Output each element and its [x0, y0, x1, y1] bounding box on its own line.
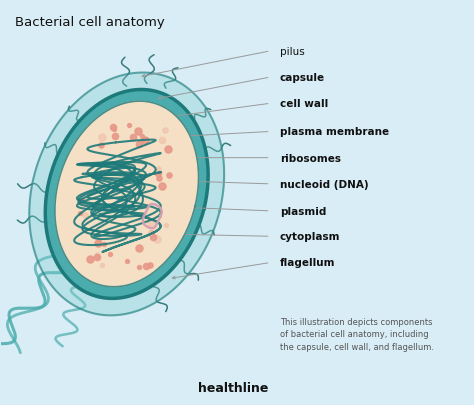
Text: Bacterial cell anatomy: Bacterial cell anatomy — [15, 15, 165, 28]
Text: nucleoid (DNA): nucleoid (DNA) — [280, 179, 368, 190]
Text: capsule: capsule — [280, 73, 325, 83]
Text: cell wall: cell wall — [280, 99, 328, 109]
Point — [158, 138, 165, 144]
Point — [161, 127, 169, 134]
Point — [125, 123, 133, 129]
Point — [135, 264, 143, 271]
Point — [164, 146, 172, 153]
Point — [77, 211, 84, 217]
Point — [162, 222, 170, 228]
Point — [98, 143, 105, 149]
Text: plasma membrane: plasma membrane — [280, 127, 389, 137]
Point — [138, 134, 146, 140]
Point — [146, 230, 154, 237]
Point — [100, 241, 108, 247]
Text: flagellum: flagellum — [280, 258, 336, 268]
Point — [165, 173, 173, 179]
Text: pilus: pilus — [280, 47, 305, 57]
Point — [149, 234, 156, 241]
Point — [147, 230, 155, 237]
Point — [95, 241, 102, 247]
Text: This illustration depicts components
of bacterial cell anatomy, including
the ca: This illustration depicts components of … — [280, 317, 434, 351]
Polygon shape — [46, 90, 208, 298]
Polygon shape — [29, 73, 224, 315]
Point — [79, 197, 86, 204]
Point — [81, 213, 89, 219]
Point — [123, 258, 131, 264]
Point — [109, 124, 117, 131]
Point — [106, 251, 114, 258]
Point — [86, 256, 94, 262]
Text: cytoplasm: cytoplasm — [280, 232, 340, 242]
Point — [153, 236, 161, 243]
Point — [158, 183, 165, 190]
Point — [110, 126, 118, 133]
Point — [135, 142, 143, 148]
Text: plasmid: plasmid — [280, 207, 326, 216]
Point — [134, 128, 141, 135]
Point — [99, 134, 106, 141]
Polygon shape — [55, 102, 199, 287]
Point — [93, 252, 101, 258]
Point — [135, 245, 143, 251]
Point — [147, 220, 155, 226]
Point — [154, 170, 162, 177]
Point — [155, 175, 163, 182]
Text: ribosomes: ribosomes — [280, 153, 341, 163]
Point — [143, 263, 150, 269]
Point — [111, 133, 118, 139]
Point — [146, 262, 154, 269]
Point — [99, 262, 106, 269]
Text: healthline: healthline — [198, 381, 269, 394]
Point — [155, 166, 162, 173]
Point — [93, 254, 100, 260]
Point — [129, 134, 137, 141]
Point — [142, 137, 149, 144]
